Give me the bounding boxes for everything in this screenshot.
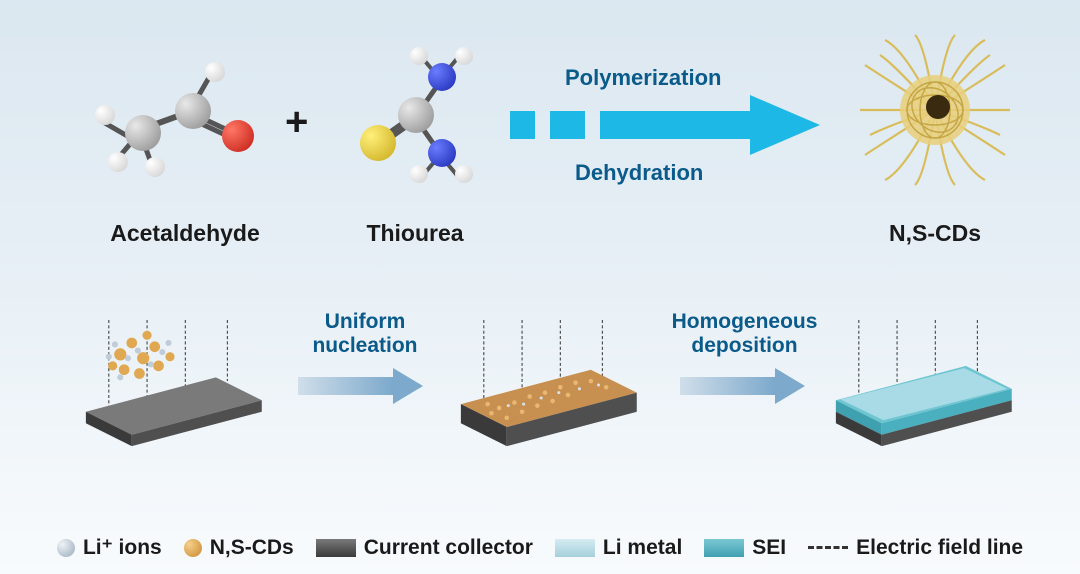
current-collector-swatch bbox=[316, 539, 356, 557]
deposited-slab bbox=[790, 320, 1050, 450]
legend-field-line: Electric field line bbox=[808, 536, 1023, 560]
sei-swatch bbox=[704, 539, 744, 557]
legend-nscds: N,S-CDs bbox=[184, 536, 294, 560]
dehydration-label: Dehydration bbox=[575, 160, 703, 186]
mid-arrow-1 bbox=[298, 368, 423, 404]
atom-oxygen bbox=[222, 120, 254, 152]
atom-carbon bbox=[175, 93, 211, 129]
atom-nitrogen bbox=[428, 139, 456, 167]
atom-hydrogen bbox=[410, 165, 428, 183]
acetaldehyde-molecule bbox=[90, 30, 260, 200]
bottom-mechanism-row: Uniformnucleation bbox=[0, 280, 1080, 500]
field-line-swatch bbox=[808, 546, 848, 549]
li-metal-swatch bbox=[555, 539, 595, 557]
nscds-label: N,S-CDs bbox=[860, 220, 1010, 247]
current-collector-slab-1 bbox=[40, 320, 300, 450]
atom-hydrogen bbox=[455, 165, 473, 183]
mid-arrow-2 bbox=[680, 368, 805, 404]
atom-carbon bbox=[398, 97, 434, 133]
atom-hydrogen bbox=[108, 152, 128, 172]
legend-li-metal: Li metal bbox=[555, 536, 682, 560]
polymerization-label: Polymerization bbox=[565, 65, 721, 91]
nscds-swatch bbox=[184, 539, 202, 557]
uniform-nucleation-label: Uniformnucleation bbox=[300, 310, 430, 358]
atom-hydrogen bbox=[205, 62, 225, 82]
acetaldehyde-label: Acetaldehyde bbox=[95, 220, 275, 247]
legend-sei: SEI bbox=[704, 536, 786, 560]
atom-hydrogen bbox=[145, 157, 165, 177]
li-ion-swatch bbox=[57, 539, 75, 557]
atom-nitrogen bbox=[428, 63, 456, 91]
atom-hydrogen bbox=[95, 105, 115, 125]
nucleated-slab bbox=[415, 320, 675, 450]
reaction-arrow bbox=[510, 95, 820, 155]
atom-hydrogen bbox=[410, 47, 428, 65]
legend-current-collector: Current collector bbox=[316, 536, 533, 560]
plus-sign: + bbox=[285, 100, 308, 145]
legend-row: Li⁺ ions N,S-CDs Current collector Li me… bbox=[0, 535, 1080, 560]
thiourea-label: Thiourea bbox=[340, 220, 490, 247]
atom-sulfur bbox=[360, 125, 396, 161]
thiourea-molecule bbox=[330, 25, 510, 205]
atom-hydrogen bbox=[455, 47, 473, 65]
atom-carbon bbox=[125, 115, 161, 151]
top-synthesis-row: Acetaldehyde + Thiourea Polymerization D… bbox=[0, 20, 1080, 280]
legend-li-ions: Li⁺ ions bbox=[57, 535, 162, 560]
nscds-particle bbox=[855, 30, 1015, 190]
